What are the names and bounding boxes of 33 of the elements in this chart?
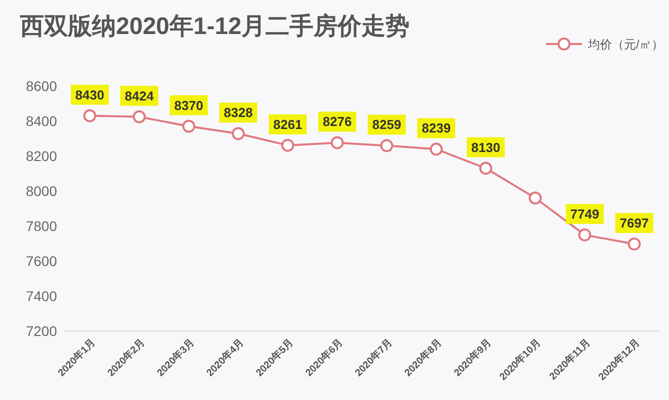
point: [232, 127, 245, 140]
y-tick-label: 8000: [26, 183, 58, 199]
data-label: 7697: [620, 216, 649, 231]
point: [479, 162, 492, 175]
y-tick-label: 7800: [26, 218, 58, 234]
point: [578, 228, 592, 242]
legend-label: 均价（元/㎡）: [587, 38, 664, 52]
data-label: 8259: [372, 117, 402, 132]
data-label: 8130: [471, 140, 500, 155]
y-tick-label: 7600: [26, 253, 58, 269]
point: [281, 138, 294, 152]
data-label: 8370: [174, 98, 204, 113]
data-label: 8328: [224, 105, 253, 120]
data-label: 8430: [75, 87, 104, 102]
data-label: 8276: [322, 114, 352, 130]
y-tick-label: 7200: [26, 323, 58, 339]
point: [83, 109, 96, 122]
point: [528, 192, 542, 204]
point: [430, 142, 443, 156]
y-tick-label: 8600: [26, 78, 58, 94]
point: [380, 139, 394, 152]
point: [132, 110, 146, 124]
data-label: 7749: [570, 206, 600, 222]
y-tick-label: 8400: [26, 113, 58, 129]
point: [182, 120, 196, 133]
point: [330, 136, 344, 150]
data-label: 8261: [273, 116, 302, 132]
y-tick-label: 7400: [26, 288, 58, 304]
data-label: 8424: [124, 88, 154, 104]
chart-title: 西双版纳2020年1-12月二手房价走势: [19, 13, 410, 40]
data-label: 8239: [422, 120, 451, 136]
point: [628, 238, 641, 251]
y-tick-label: 8200: [26, 148, 58, 164]
